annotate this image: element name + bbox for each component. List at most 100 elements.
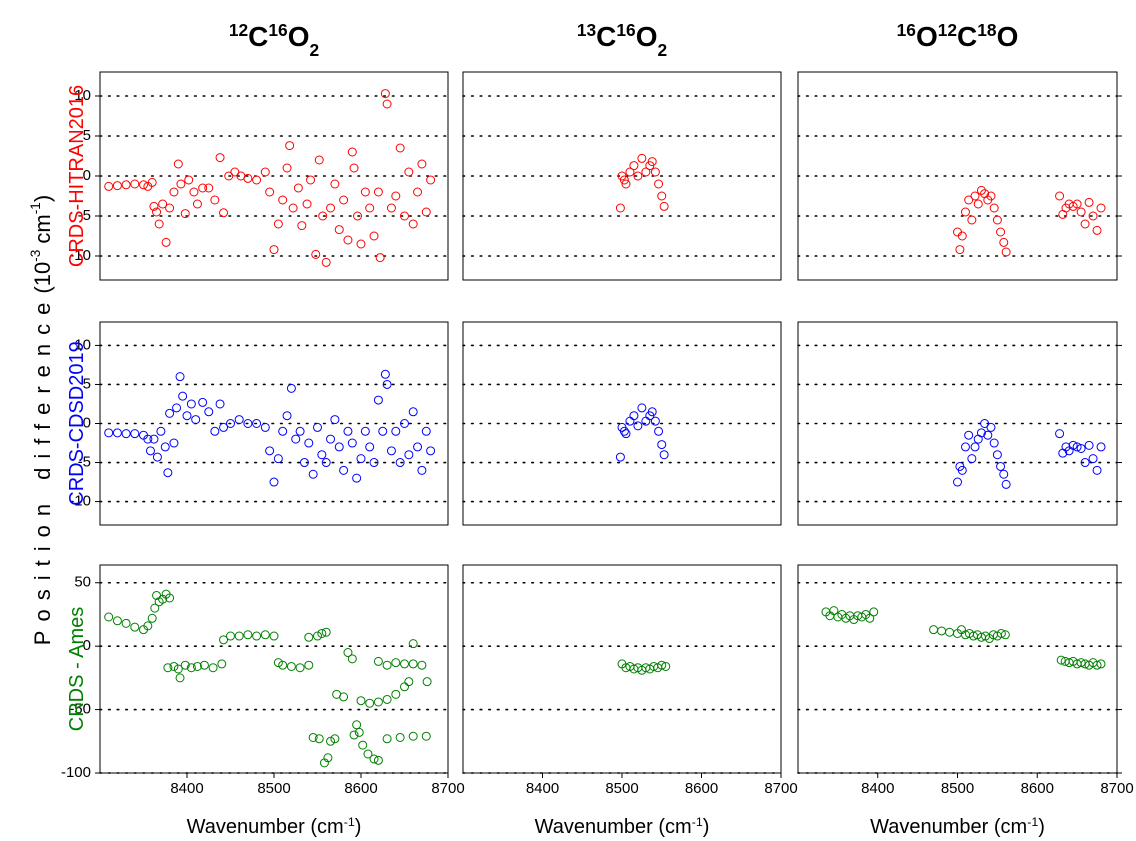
point xyxy=(957,465,967,475)
point xyxy=(1001,479,1011,489)
point xyxy=(156,426,166,436)
point xyxy=(937,626,947,636)
point xyxy=(633,421,643,431)
point xyxy=(192,199,202,209)
point xyxy=(152,207,162,217)
point xyxy=(421,207,431,217)
point xyxy=(654,179,664,189)
point xyxy=(121,618,131,628)
point xyxy=(314,734,324,744)
point xyxy=(1076,207,1086,217)
point xyxy=(356,696,366,706)
point xyxy=(278,660,288,670)
point xyxy=(273,658,283,668)
point xyxy=(365,698,375,708)
point xyxy=(313,422,322,432)
column-title: 12C16O2 xyxy=(229,20,319,60)
point xyxy=(408,639,418,649)
point xyxy=(629,411,639,421)
point xyxy=(999,237,1009,247)
point xyxy=(243,173,253,183)
point xyxy=(973,199,983,209)
point xyxy=(295,663,305,673)
point xyxy=(317,628,327,638)
row-label-part: CRDS-HITRAN2016 xyxy=(66,85,88,267)
point xyxy=(1001,247,1011,257)
column-title-part: O xyxy=(636,21,658,52)
y-tick-label: -5 xyxy=(78,454,91,471)
point xyxy=(317,450,327,460)
x-axis-label-part: ) xyxy=(703,816,710,838)
point xyxy=(964,430,974,440)
y-tick-label: -10 xyxy=(69,247,91,264)
point xyxy=(1076,443,1086,453)
point xyxy=(104,428,114,438)
point xyxy=(400,419,409,428)
point xyxy=(373,395,383,405)
point xyxy=(408,731,418,741)
figure-y-label-part: -3 xyxy=(28,250,43,262)
point xyxy=(175,372,185,382)
point xyxy=(217,659,227,669)
point xyxy=(285,141,295,151)
x-tick-label: 8400 xyxy=(170,780,203,797)
point xyxy=(173,664,183,674)
point xyxy=(243,419,253,428)
point xyxy=(413,187,423,197)
point xyxy=(219,635,229,645)
point xyxy=(143,434,153,444)
plot-frame xyxy=(462,321,782,526)
point xyxy=(989,203,999,213)
point xyxy=(1092,225,1102,235)
y-tick-label: 0 xyxy=(83,167,91,184)
x-tick-label: 8700 xyxy=(431,780,464,797)
column-title-part: 12 xyxy=(938,20,957,40)
x-axis-label-part: ) xyxy=(1038,816,1045,838)
point xyxy=(112,181,122,191)
point xyxy=(278,195,288,205)
point xyxy=(629,161,639,171)
point xyxy=(373,656,383,666)
point xyxy=(970,191,980,201)
point xyxy=(215,153,225,163)
point xyxy=(165,593,175,603)
point xyxy=(210,195,220,205)
row-label-part: CRDS-CDSD2019 xyxy=(66,341,88,506)
point xyxy=(352,473,362,483)
point xyxy=(219,208,229,218)
point xyxy=(326,203,336,213)
point xyxy=(313,631,322,641)
point xyxy=(395,143,405,153)
point xyxy=(152,452,162,462)
row-label: CRDS - Ames xyxy=(66,607,88,731)
point xyxy=(326,736,336,746)
column-title: 16O12C18O xyxy=(897,20,1019,52)
point xyxy=(633,171,643,181)
point xyxy=(1055,429,1065,439)
point xyxy=(204,407,214,417)
point xyxy=(302,199,312,209)
point xyxy=(380,369,390,379)
point xyxy=(395,458,405,468)
point xyxy=(657,440,667,450)
point xyxy=(347,147,357,157)
point xyxy=(408,219,418,229)
point xyxy=(382,694,392,704)
plot-frame xyxy=(462,564,782,774)
point xyxy=(147,177,157,187)
point xyxy=(278,426,288,436)
point xyxy=(986,422,996,432)
point xyxy=(1056,655,1066,665)
point xyxy=(365,442,375,452)
point xyxy=(360,187,370,197)
column-title-part: 12 xyxy=(229,20,248,40)
point xyxy=(996,628,1006,638)
point xyxy=(343,648,353,658)
point xyxy=(654,426,664,436)
point xyxy=(304,632,314,642)
point xyxy=(615,203,625,213)
point xyxy=(334,442,344,452)
x-tick-label: 8600 xyxy=(344,780,377,797)
point xyxy=(953,477,962,487)
point xyxy=(647,157,657,167)
